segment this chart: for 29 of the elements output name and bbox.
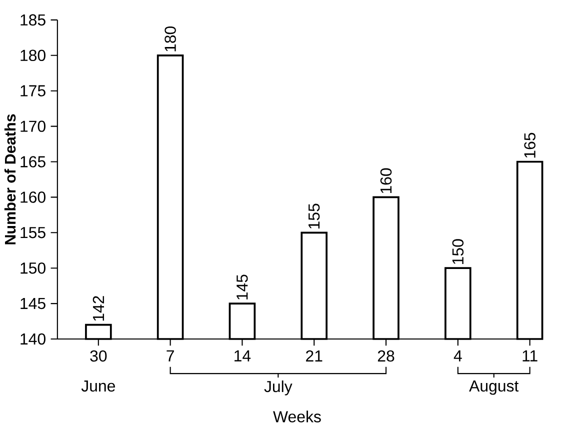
data-label: 142	[92, 296, 104, 321]
y-tick-label: 180	[20, 50, 46, 62]
y-tick-label: 150	[20, 262, 46, 274]
y-tick-label: 155	[20, 227, 46, 238]
data-label: 180	[164, 26, 176, 52]
y-tick-label: 145	[20, 298, 46, 310]
x-tick-label: 11	[522, 350, 538, 362]
data-label: 160	[380, 168, 392, 194]
text: June	[81, 380, 115, 392]
x-tick-label: 4	[454, 350, 462, 362]
y-tick-label: 165	[20, 156, 46, 168]
y-tick-label: 140	[20, 333, 46, 345]
text: August	[469, 380, 519, 395]
text: July	[264, 380, 292, 396]
data-label: 155	[308, 204, 320, 229]
y-tick-label: 170	[20, 120, 46, 132]
data-label: 145	[236, 274, 248, 300]
x-tick-label: 21	[306, 350, 322, 362]
y-tick-label: 175	[20, 85, 46, 97]
x-tick-label: 30	[90, 350, 107, 362]
y-axis-title: Number of Deaths	[4, 114, 16, 244]
data-label: 150	[452, 239, 464, 264]
x-axis-title: Weeks	[273, 410, 321, 422]
x-tick-label: 28	[378, 350, 394, 362]
y-tick-label: 185	[20, 14, 46, 26]
data-label: 165	[524, 133, 536, 158]
x-tick-label: 14	[234, 350, 251, 362]
y-tick-label: 160	[20, 192, 46, 203]
x-tick-label: 7	[166, 350, 174, 362]
